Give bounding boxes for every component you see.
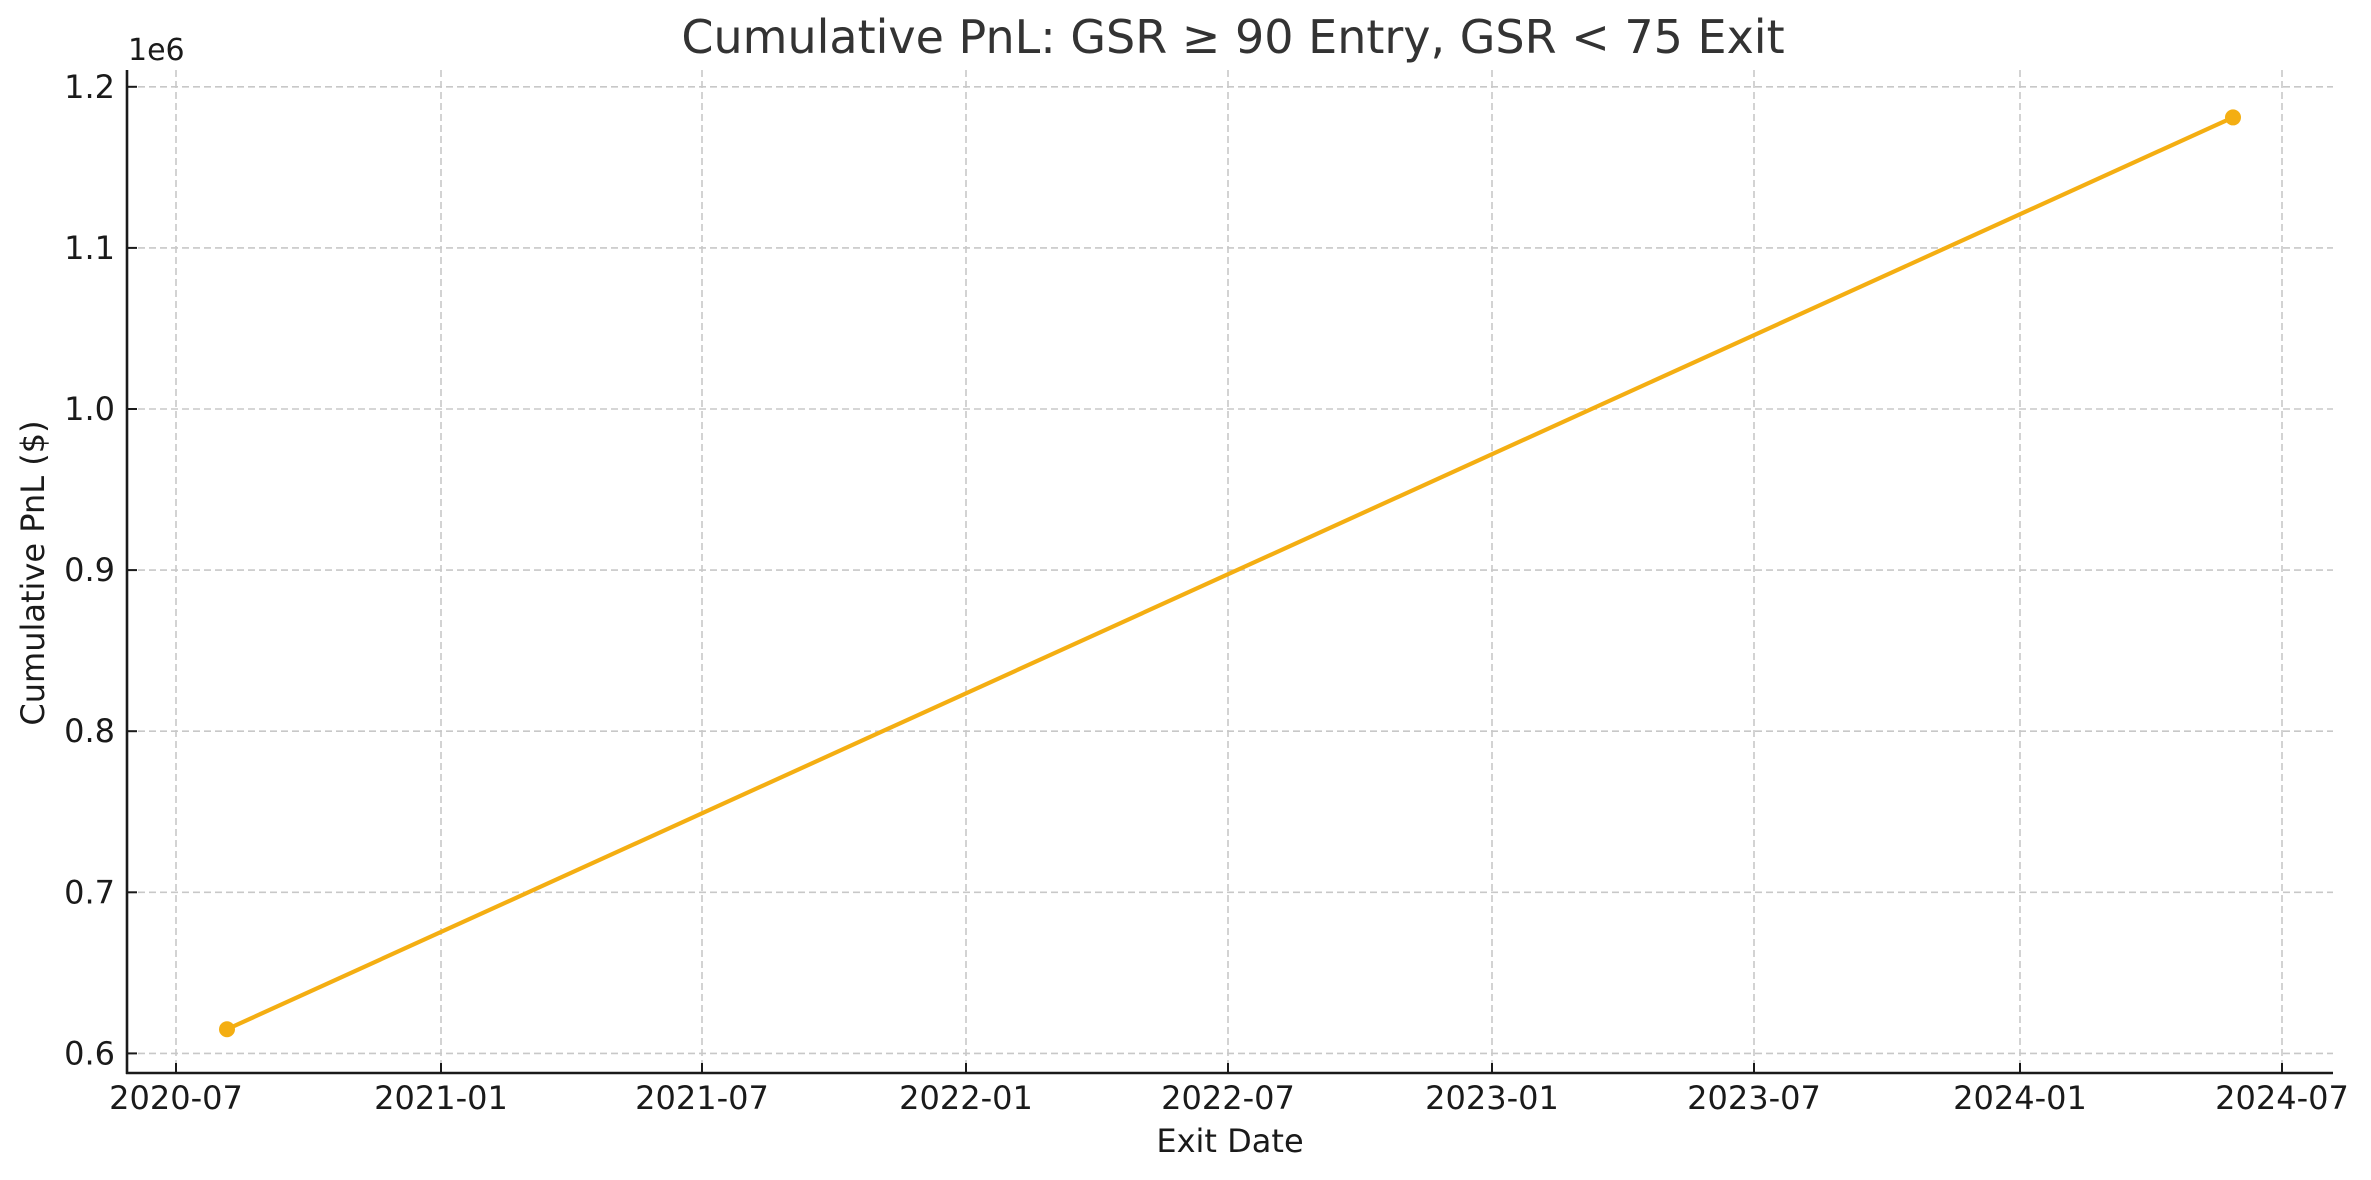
y-tick-label: 0.7 — [64, 873, 115, 911]
y-tick-label: 0.6 — [64, 1034, 115, 1072]
y-tick-label: 0.9 — [64, 551, 115, 589]
x-tick-label: 2022-01 — [899, 1079, 1033, 1117]
y-axis-offset-label: 1e6 — [128, 33, 185, 68]
x-tick-label: 2021-01 — [374, 1079, 508, 1117]
x-tick-label: 2023-07 — [1687, 1079, 1821, 1117]
x-tick-label: 2023-01 — [1425, 1079, 1559, 1117]
x-axis-ticks: 2020-07 2021-01 2021-07 2022-01 2022-07 2023-… — [109, 1063, 2349, 1117]
x-tick-label: 2020-07 — [109, 1079, 243, 1117]
y-tick-label: 0.8 — [64, 712, 115, 750]
x-tick-label: 2022-07 — [1161, 1079, 1295, 1117]
series-line — [224, 115, 2236, 1032]
series-cumulative-pnl — [219, 109, 2241, 1038]
y-axis-ticks: 0.6 0.7 0.8 0.9 1.0 1.1 1.2 — [64, 68, 137, 1072]
x-axis-label: Exit Date — [1156, 1122, 1303, 1160]
grid-lines — [127, 70, 2333, 1073]
y-tick-label: 1.1 — [64, 229, 115, 267]
y-axis-label: Cumulative PnL ($) — [14, 420, 52, 725]
x-tick-label: 2024-01 — [1953, 1079, 2087, 1117]
y-tick-label: 1.2 — [64, 68, 115, 106]
axes-spines — [125, 70, 2333, 1075]
x-tick-label: 2021-07 — [635, 1079, 769, 1117]
x-tick-label: 2024-07 — [2215, 1079, 2349, 1117]
data-point-marker — [2225, 109, 2241, 126]
data-point-marker — [219, 1021, 235, 1038]
y-tick-label: 1.0 — [64, 390, 115, 428]
chart-title: Cumulative PnL: GSR ≥ 90 Entry, GSR < 75… — [681, 10, 1784, 64]
